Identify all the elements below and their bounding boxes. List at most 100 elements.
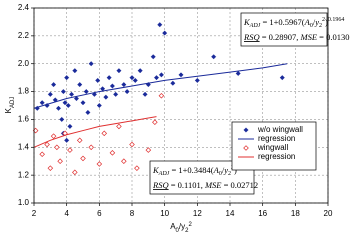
marker [55,105,62,111]
marker [121,158,127,165]
eq-part: 2 [228,171,231,177]
y-tick-label: 1.0 [18,198,30,207]
marker [157,22,163,28]
marker [88,61,94,67]
marker [235,70,241,76]
marker [59,116,65,122]
x-tick-label: 4 [64,209,69,218]
marker [65,102,71,109]
eq-part: y [314,17,319,27]
marker [129,75,135,81]
marker [67,123,73,129]
eq-part: RSQ [243,32,260,42]
marker [153,75,160,81]
x-tick-label: 18 [291,209,300,218]
marker [134,165,140,171]
eq-part: 0 [310,23,313,29]
x-tick-label: 10 [160,209,169,218]
eq-part: A [304,17,311,27]
eq-part: 2 [319,23,322,29]
x-tick-label: 12 [193,209,202,218]
marker [116,123,122,130]
eq-part: / [313,17,316,27]
marker [116,68,122,74]
eq-part: ) [325,17,328,27]
marker [83,89,89,95]
equation: KADJ = 1+0.5967(A0/y22)0.1964 [243,17,344,29]
x-label-part: /y [179,222,185,231]
x-tick-label: 14 [226,209,235,218]
eq-part: K [243,17,251,27]
equation-frame [240,12,328,47]
y-axis-label: KADJ [4,97,15,114]
marker [57,158,63,165]
marker [137,68,143,74]
marker [194,77,200,83]
marker [64,75,70,81]
x-tick-label: 8 [130,209,135,218]
y-tick-label: 2.4 [18,3,30,12]
legend-label: regression [258,134,295,143]
marker [162,30,168,36]
x-label-part: 2 [185,228,189,234]
marker [121,82,127,88]
marker [91,91,97,97]
marker [279,75,285,81]
y-tick-label: 2.0 [18,59,30,68]
marker [158,72,164,78]
marker [109,83,115,89]
eq-part: = 1+0.3484( [169,165,213,175]
y-label-part: K [4,107,13,113]
marker [80,100,86,106]
marker [60,89,66,95]
x-label-part: 2 [188,222,192,228]
legend-label: wingwall [257,143,288,152]
x-label-part: A [170,222,176,231]
x-axis-label: A0/y22 [170,222,192,234]
marker [150,54,156,60]
equation-box: KADJ = 1+0.5967(A0/y22)0.1964 RSQ = 0.28… [240,12,349,47]
marker [54,144,60,151]
eq-part: K [152,165,160,175]
x-tick-label: 6 [97,209,102,218]
x-tick-label: 20 [324,209,333,218]
marker [47,91,53,97]
eq-part: MSE [300,32,318,42]
marker [96,102,102,109]
eq-part: A [213,165,220,175]
y-tick-label: 1.2 [18,170,30,179]
legend-swatch [243,127,249,133]
y-tick-label: 1.8 [18,87,30,96]
regression-line [33,63,288,109]
marker [44,141,50,148]
marker [67,147,73,153]
marker [51,82,57,88]
marker [72,68,78,74]
marker [39,100,45,106]
eq-part: = 0.28907, [260,32,301,42]
eq-part: ADJ [249,23,261,29]
y-tick-label: 2.2 [18,31,30,40]
eq-part: 0.1964 [328,17,345,23]
marker [211,54,217,60]
x-tick-label: 16 [258,209,267,218]
marker [132,77,138,83]
marker [145,147,152,153]
eq-part: ADJ [158,171,170,177]
marker [73,96,79,102]
marker [178,72,184,78]
marker [96,161,103,167]
legend-label: regression [258,152,295,161]
legend-label: w/o wingwall [257,125,303,134]
y-tick-label: 1.6 [18,115,30,124]
marker [158,92,165,99]
marker [95,77,101,83]
marker [124,89,130,95]
marker [80,155,86,162]
marker [85,109,91,115]
legend-swatch [243,145,249,151]
equation-stats: RSQ = 0.1101, MSE = 0.02712 [152,180,258,190]
marker [109,150,116,156]
